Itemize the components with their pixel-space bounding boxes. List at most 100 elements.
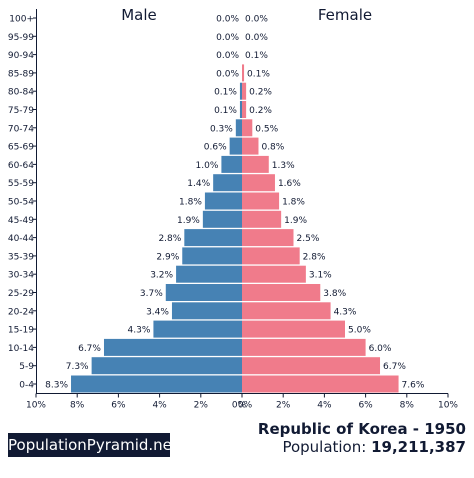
population-pyramid-chart: Male Female 100+ 0.0% 0.0% 95-99 0.0% 0.0% 90-… (8, 6, 459, 411)
female-value-label: 1.9% (284, 216, 307, 226)
male-value-label: 3.4% (146, 307, 169, 317)
female-value-label: 4.3% (334, 307, 357, 317)
age-label: 85-89 (8, 69, 34, 79)
x-tick-label: 10% (26, 401, 46, 411)
male-value-label: 0.0% (216, 69, 239, 79)
x-tick-label: 2% (194, 401, 209, 411)
female-value-label: 2.8% (303, 252, 326, 262)
female-header: Female (318, 6, 372, 24)
age-label: 60-64 (8, 161, 34, 171)
female-value-label: 5.0% (348, 326, 371, 336)
male-bar (153, 320, 242, 338)
male-value-label: 1.0% (196, 161, 219, 171)
male-header: Male (121, 6, 157, 24)
female-value-label: 1.6% (278, 179, 301, 189)
age-label: 70-74 (8, 124, 34, 134)
female-bar (242, 192, 280, 210)
male-value-label: 0.0% (216, 51, 239, 61)
female-value-label: 0.0% (245, 33, 268, 43)
female-value-label: 6.7% (383, 362, 406, 372)
male-bar (184, 229, 242, 247)
female-value-label: 0.0% (245, 15, 268, 25)
male-value-label: 0.6% (204, 143, 227, 153)
female-value-label: 1.8% (282, 198, 305, 208)
x-tick-label: 4% (317, 401, 332, 411)
male-bar (91, 357, 243, 375)
male-bar (239, 101, 242, 118)
age-label: 25-29 (8, 289, 34, 299)
male-value-label: 6.7% (78, 344, 101, 354)
female-bar (242, 137, 259, 155)
female-value-label: 0.8% (261, 143, 284, 153)
x-tick-label: 8% (400, 401, 415, 411)
male-bar (204, 192, 242, 210)
male-value-label: 4.3% (128, 326, 151, 336)
x-tick-label: 0% (232, 401, 247, 411)
female-value-label: 0.1% (247, 69, 270, 79)
male-bar (202, 210, 242, 228)
female-value-label: 0.5% (255, 124, 278, 134)
female-bar (242, 229, 294, 247)
female-value-label: 2.5% (297, 234, 320, 244)
female-value-label: 1.3% (272, 161, 295, 171)
x-axis: 10% 8% 6% 4% 2% 0%0% 2% 4% 6% 8% 10% (26, 9, 458, 411)
brand-badge[interactable]: PopulationPyramid.net (8, 433, 178, 457)
female-bar (242, 357, 381, 375)
age-label: 40-44 (8, 234, 34, 244)
male-value-label: 0.3% (210, 124, 233, 134)
female-value-label: 6.0% (369, 344, 392, 354)
age-label: 5-9 (19, 362, 34, 372)
age-label: 15-19 (8, 326, 34, 336)
female-value-label: 7.6% (402, 381, 425, 391)
labels-group: 100+ 0.0% 0.0% 95-99 0.0% 0.0% 90-94 0.0% 0.1% 85… (8, 15, 425, 391)
female-bar (242, 338, 366, 356)
age-label: 35-39 (8, 252, 34, 262)
age-label: 75-79 (8, 106, 34, 116)
age-label: 45-49 (8, 216, 34, 226)
age-label: 95-99 (8, 33, 34, 43)
x-tick-label: 2% (276, 401, 291, 411)
x-tick-label: 10% (438, 401, 458, 411)
male-value-label: 3.2% (150, 271, 173, 281)
male-bar (239, 82, 242, 100)
female-bar (242, 375, 399, 393)
male-value-label: 0.1% (214, 88, 237, 98)
age-label: 100+ (9, 15, 34, 25)
female-bar (242, 284, 321, 301)
x-tick-label: 4% (152, 401, 167, 411)
female-bar (242, 64, 245, 82)
age-label: 65-69 (8, 143, 34, 153)
male-value-label: 3.7% (140, 289, 163, 299)
female-value-label: 0.1% (245, 51, 268, 61)
male-bar (221, 155, 242, 173)
female-bar (242, 302, 331, 320)
country-title: Republic of Korea - 1950 (257, 420, 466, 438)
x-tick-label: 6% (111, 401, 126, 411)
female-bar (242, 320, 345, 338)
female-value-label: 3.1% (309, 271, 332, 281)
male-value-label: 0.0% (216, 33, 239, 43)
population-label: Population: (282, 438, 367, 456)
male-value-label: 1.9% (177, 216, 200, 226)
female-bar (242, 210, 282, 228)
female-bar (242, 101, 247, 118)
male-bar (71, 375, 243, 393)
age-label: 50-54 (8, 198, 34, 208)
female-bar (242, 265, 306, 283)
x-tick-label: 6% (358, 401, 373, 411)
x-tick-label: 0% (238, 401, 253, 411)
female-value-label: 3.8% (323, 289, 346, 299)
male-value-label: 0.1% (214, 106, 237, 116)
male-value-label: 0.0% (216, 15, 239, 25)
age-label: 10-14 (8, 344, 34, 354)
female-bar (242, 174, 275, 192)
male-bar (176, 265, 242, 283)
male-bar (213, 174, 242, 192)
population-line: Population: 19,211,387 (282, 438, 466, 456)
male-bar (171, 302, 242, 320)
age-label: 55-59 (8, 179, 34, 189)
male-value-label: 8.3% (45, 381, 68, 391)
male-bar (103, 338, 242, 356)
age-label: 80-84 (8, 88, 34, 98)
